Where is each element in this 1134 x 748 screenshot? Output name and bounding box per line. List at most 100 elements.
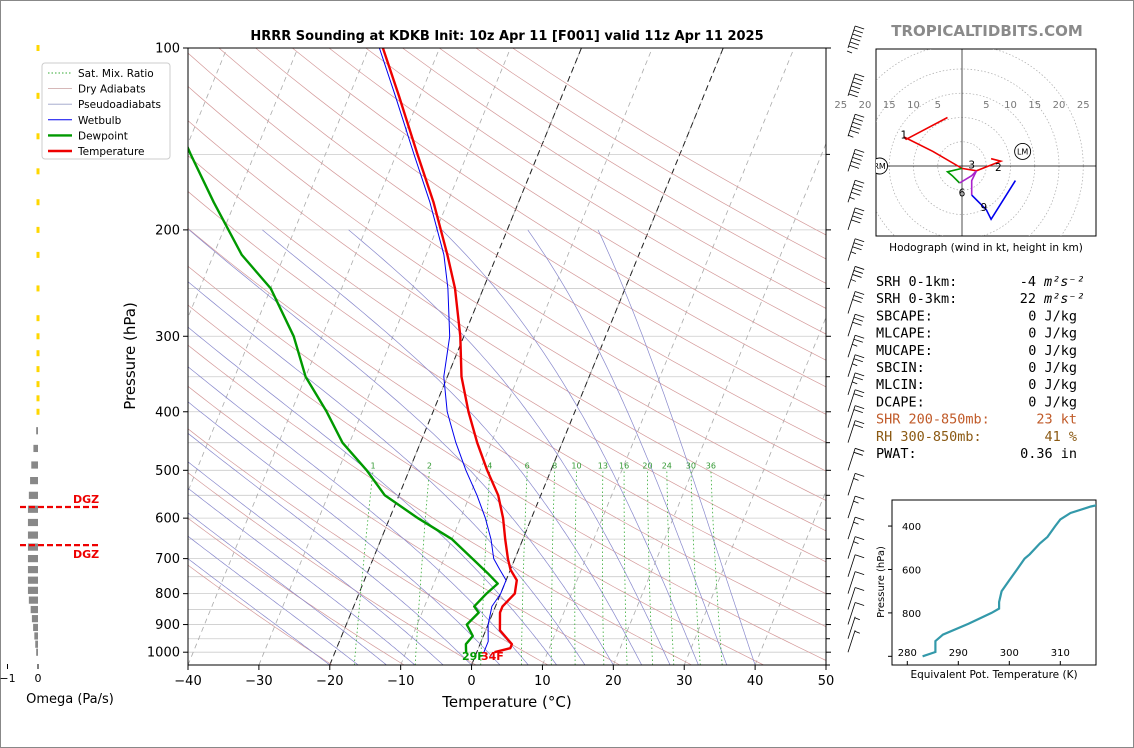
wind-barb-flag — [852, 215, 862, 220]
rh-tick-yellow — [36, 251, 40, 258]
theta-e-xlabel: Equivalent Pot. Temperature (K) — [910, 669, 1077, 681]
stat-label: PWAT: — [876, 446, 917, 462]
wind-barb-staff — [847, 207, 856, 231]
rh-tick-yellow — [36, 168, 40, 175]
p-tick-label: 300 — [155, 330, 180, 345]
rh-tick-yellow — [36, 315, 40, 322]
skewt-ylabel: Pressure (hPa) — [121, 302, 139, 410]
legend-wetbulb: Wetbulb — [78, 115, 122, 127]
skewt-axes: −40 −30 −20 −10 0 10 20 30 40 50 100 200 300 400 500 60… — [147, 42, 834, 690]
wind-barb-flag — [853, 211, 863, 216]
stat-label: SBCAPE: — [876, 308, 933, 324]
dry-adiabat-line — [188, 155, 826, 563]
stat-label: MLCAPE: — [876, 326, 933, 342]
isotherm-line — [258, 48, 511, 665]
wind-barb — [847, 587, 865, 610]
mixing-ratio-line — [710, 470, 723, 665]
wind-barb-flag — [853, 270, 863, 274]
rh-tick-yellow — [36, 45, 40, 51]
omega-bar — [28, 596, 38, 604]
stat-unit: m²s⁻² — [1043, 274, 1085, 290]
rh-tick-yellow — [36, 350, 40, 357]
wind-barb-staff — [847, 448, 856, 471]
omega-bar — [31, 615, 38, 623]
theta-e-ylabel: Pressure (hPa) — [876, 546, 887, 618]
x-tick-label: 20 — [605, 674, 622, 689]
pseudoadiabat-line — [188, 281, 586, 665]
wind-barb-flag — [855, 313, 865, 318]
dry-adiabat-line — [188, 304, 764, 665]
theta-e-p-tick-label: 400 — [902, 522, 921, 533]
omega-bar — [27, 518, 38, 527]
p-tick-label: 600 — [155, 512, 180, 527]
wind-barb-flag — [855, 238, 865, 243]
pseudoadiabat-line — [188, 558, 331, 665]
minus20-isotherm-line — [329, 48, 582, 665]
mixing-ratio-line — [647, 470, 653, 665]
skewt-xlabel: Temperature (°C) — [441, 693, 571, 711]
wind-barb-staff — [847, 473, 856, 496]
x-tick-label: 40 — [747, 674, 764, 689]
wind-barb-flag — [853, 393, 863, 398]
hodograph-ring-label: 20 — [1053, 100, 1066, 111]
wind-barb-staff — [847, 587, 856, 610]
wind-barb-staff — [847, 238, 856, 261]
rh-tick-yellow — [36, 366, 40, 373]
wind-barb-flag — [855, 405, 865, 410]
stat-value: 0 J/kg — [1028, 308, 1077, 324]
surface-temp-label: 34F — [481, 650, 504, 663]
wind-barb-half-flag — [852, 343, 858, 347]
wind-barb-flag — [855, 291, 865, 295]
wind-barb-flag — [853, 317, 863, 322]
isotherm-line — [188, 48, 441, 665]
isotherm-line — [0, 48, 14, 665]
wind-barb-flag — [855, 447, 865, 452]
wind-barb — [847, 420, 865, 443]
wind-barb-half-flag — [853, 477, 859, 481]
wind-barb-staff — [847, 291, 856, 314]
wind-barb-flag — [848, 93, 858, 98]
hodograph-plot-area: RM LM — [876, 49, 1096, 236]
isotherm-line — [400, 48, 653, 665]
hodograph-height-label: 9 — [980, 202, 987, 214]
mixing-ratio-label: 30 — [686, 461, 696, 470]
dry-adiabat-line — [188, 517, 405, 665]
legend-temperature: Temperature — [77, 146, 145, 158]
wind-barb-flag — [855, 602, 865, 606]
mixing-ratio-line — [353, 470, 374, 665]
x-tick-label: 0 — [467, 674, 475, 689]
mixing-ratio-line — [414, 470, 430, 665]
wind-barb-flag — [853, 295, 863, 299]
wind-barb-staff — [847, 266, 856, 289]
omega-bar — [30, 605, 38, 614]
pseudoadiabat-line — [188, 535, 359, 665]
rh-tick-yellow — [36, 92, 40, 99]
wind-barb-flag — [849, 89, 860, 94]
wind-barb-half-flag — [853, 541, 859, 544]
pseudoadiabat-line — [188, 326, 557, 665]
wind-barb — [847, 238, 865, 261]
stat-value: 0 J/kg — [1028, 394, 1077, 410]
hodograph-ring-label: 15 — [883, 100, 896, 111]
stat-label: DCAPE: — [876, 394, 925, 410]
omega-bar — [28, 491, 38, 499]
mixing-ratio-line — [690, 470, 701, 665]
wind-barb-staff — [847, 389, 856, 412]
hodograph-height-label: 1 — [900, 129, 907, 141]
hodograph-ring-label: 10 — [1004, 100, 1017, 111]
skewt-plot-frame — [187, 47, 827, 666]
hodograph-ring-label: 25 — [834, 100, 847, 111]
hodograph: RM LM 5 5 10 10 15 15 20 20 25 25 1 2 3 6 9 — [834, 48, 1097, 237]
wind-barb — [847, 495, 865, 519]
wind-barb-flag — [855, 354, 865, 359]
p-tick-label: 800 — [155, 587, 180, 602]
mixing-ratio-label: 1 — [371, 461, 376, 470]
wind-barb-flag — [855, 372, 865, 377]
dry-adiabat-line — [188, 428, 549, 665]
p-tick-label: 500 — [155, 464, 180, 479]
wind-barb-half-flag — [854, 630, 860, 634]
wind-barb-flag — [855, 389, 865, 394]
zero-isotherm-line — [471, 48, 724, 665]
wind-barb — [847, 616, 860, 639]
